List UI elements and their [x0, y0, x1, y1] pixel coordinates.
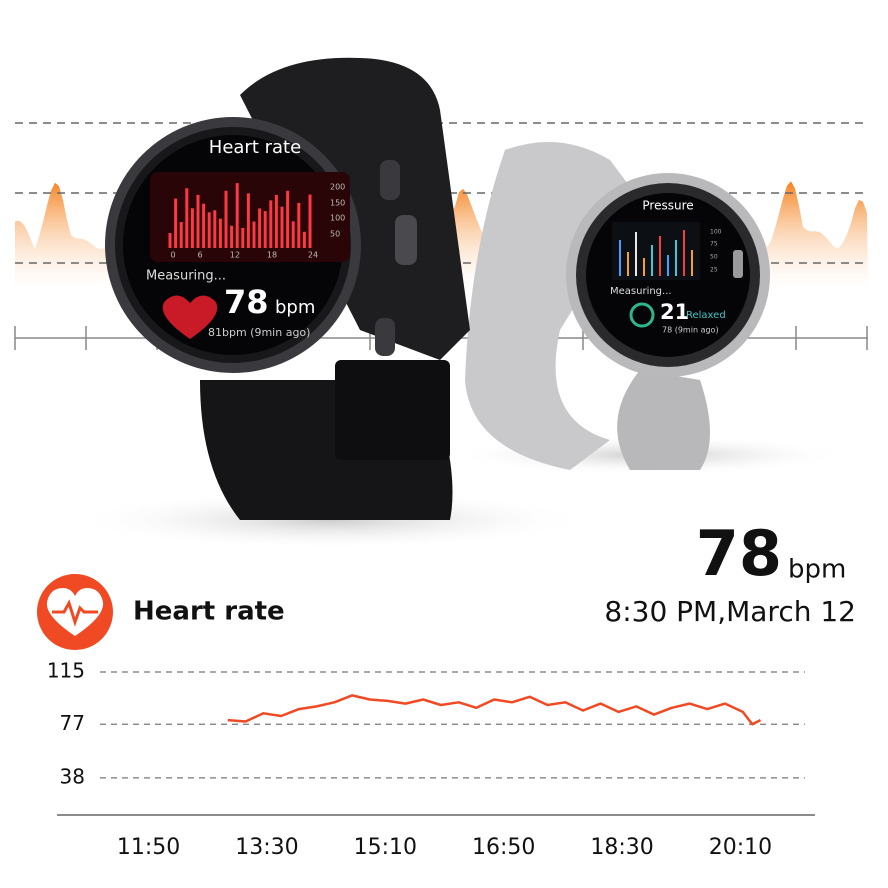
- scale-label: 100: [710, 229, 722, 236]
- scale-label: 75: [710, 241, 718, 248]
- hour-label: 6: [197, 251, 202, 260]
- headline-value: 78: [696, 517, 782, 590]
- x-tick-label: 18:30: [590, 835, 653, 860]
- status: Measuring...: [146, 269, 226, 284]
- scale-label: 150: [330, 199, 345, 208]
- black-watch: Heart rate 200 150 100 50 0 6 12 18 24 M…: [105, 57, 470, 520]
- heart-icon: [52, 599, 98, 627]
- hour-label: 18: [267, 251, 277, 260]
- status: Measuring...: [610, 286, 672, 297]
- watch-title: Heart rate: [209, 137, 301, 158]
- y-tick-label: 77: [60, 711, 85, 735]
- y-tick-label: 115: [47, 659, 85, 683]
- line-series: [227, 694, 762, 726]
- x-tick-label: 20:10: [709, 835, 772, 860]
- scale-label: 50: [330, 230, 340, 239]
- value: 21: [660, 300, 689, 324]
- headline-unit: bpm: [788, 555, 846, 585]
- x-tick-label: 15:10: [354, 835, 417, 860]
- previous: 78 (9min ago): [662, 326, 719, 335]
- x-tick-label: 16:50: [472, 835, 535, 860]
- headline-datetime: 8:30 PM,March 12: [604, 595, 856, 628]
- hour-label: 0: [170, 251, 175, 260]
- y-tick-label: 38: [60, 764, 85, 788]
- grey-watch: Pressure 100 75 50 25 Measuring... 21 Re…: [465, 142, 770, 470]
- heart-icon: [46, 588, 104, 636]
- x-tick-label: 13:30: [235, 835, 298, 860]
- previous: 81bpm (9min ago): [208, 326, 310, 339]
- watch-title: Pressure: [642, 199, 693, 213]
- unit: bpm: [275, 297, 315, 318]
- scale-label: 25: [710, 267, 718, 274]
- scale-label: 100: [330, 214, 345, 223]
- x-tick-label: 11:50: [117, 835, 180, 860]
- hour-label: 24: [308, 251, 318, 260]
- hour-label: 12: [230, 251, 240, 260]
- value: 78: [224, 283, 269, 321]
- chart: 38 77 115 11:50 13:30 15:10 16:50 18:30 20:10: [47, 659, 815, 860]
- scale-label: 200: [330, 183, 345, 192]
- chart-title: Heart rate: [133, 597, 285, 627]
- scale-label: 50: [710, 254, 718, 261]
- unit: Relaxed: [686, 310, 726, 321]
